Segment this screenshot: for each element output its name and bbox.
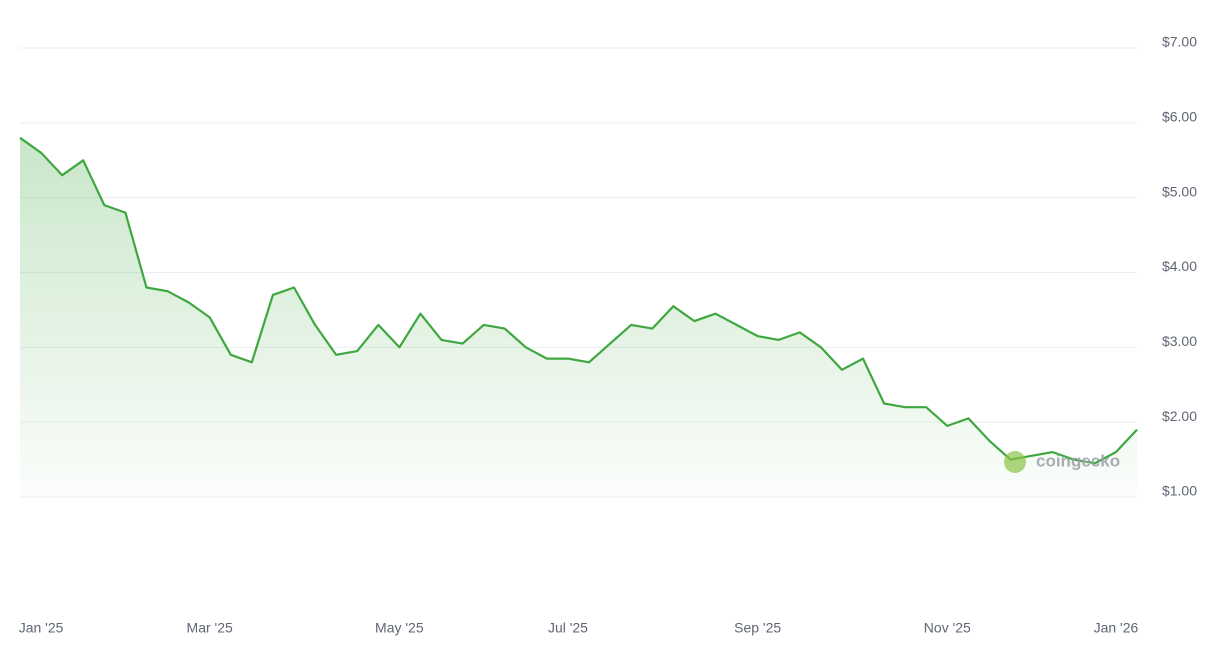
y-tick-label: $4.00 <box>1162 258 1197 274</box>
y-tick-label: $5.00 <box>1162 183 1197 199</box>
x-tick-label: Jul '25 <box>548 620 588 636</box>
watermark: coingecko <box>1004 451 1120 473</box>
watermark-logo <box>1004 451 1026 473</box>
x-tick-label: Sep '25 <box>734 620 781 636</box>
y-tick-label: $1.00 <box>1162 483 1197 499</box>
x-tick-label: May '25 <box>375 620 424 636</box>
x-tick-label: Nov '25 <box>924 620 971 636</box>
y-tick-label: $2.00 <box>1162 408 1197 424</box>
watermark-text: coingecko <box>1036 451 1120 470</box>
y-tick-label: $6.00 <box>1162 109 1197 125</box>
area <box>20 137 1137 498</box>
x-tick-label: Jan '25 <box>19 620 64 636</box>
x-tick-label: Mar '25 <box>187 620 233 636</box>
y-tick-label: $7.00 <box>1162 34 1197 50</box>
x-tick-label: Jan '26 <box>1094 620 1139 636</box>
price-line <box>19 136 1138 465</box>
y-tick-label: $3.00 <box>1162 333 1197 349</box>
